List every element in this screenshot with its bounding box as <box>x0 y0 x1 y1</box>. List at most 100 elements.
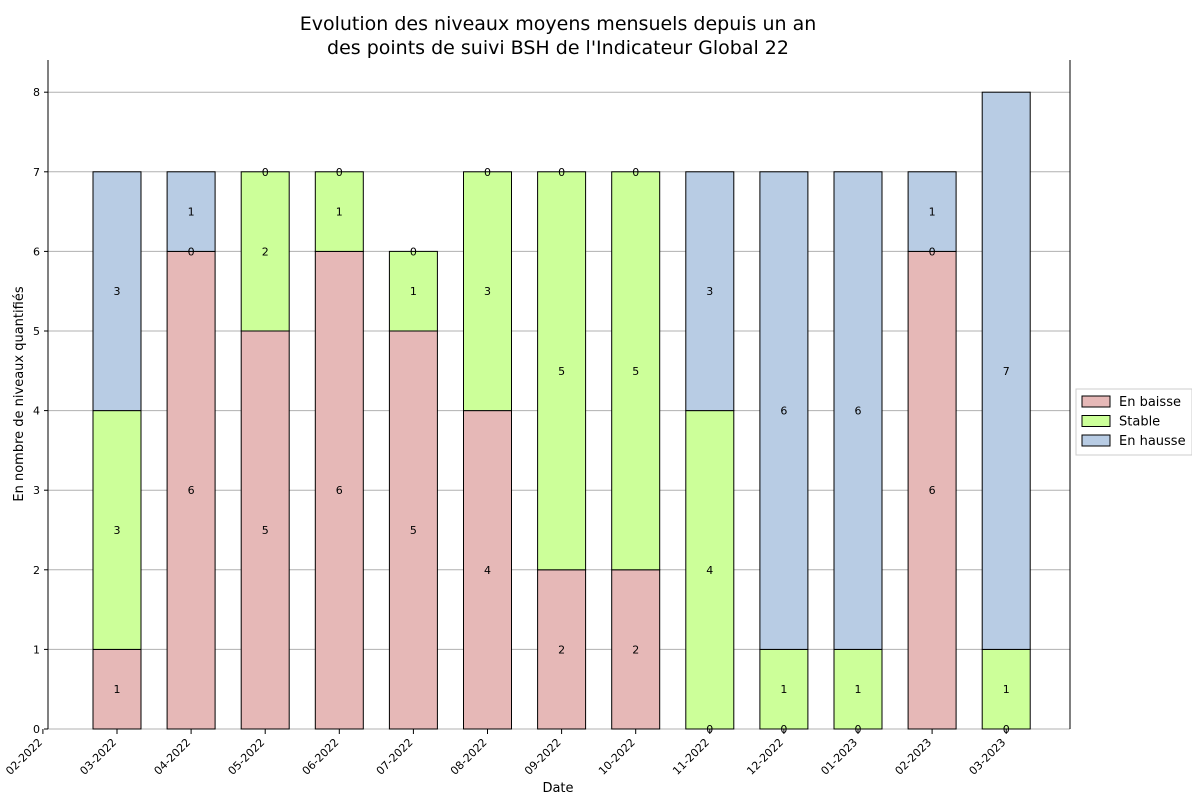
legend-label: En baisse <box>1119 395 1181 410</box>
x-tick-label: 08-2022 <box>448 736 490 778</box>
bar-value-label: 0 <box>262 166 269 179</box>
bar-segment <box>92 171 142 412</box>
bar-segment <box>833 171 883 650</box>
chart-title-line-2: des points de suivi BSH de l'Indicateur … <box>327 37 789 59</box>
bar-value-label: 1 <box>1003 683 1010 696</box>
y-tick-label: 3 <box>33 484 40 497</box>
bar-segment <box>92 648 142 730</box>
bar-value-label: 2 <box>632 643 639 656</box>
bar-value-label: 3 <box>484 285 491 298</box>
bar-segment <box>314 250 364 730</box>
bar-segment <box>240 171 290 332</box>
legend-label: Stable <box>1119 415 1160 430</box>
bar-segment <box>611 171 661 571</box>
bars-group <box>92 91 1031 730</box>
bar-value-label: 1 <box>780 683 787 696</box>
y-tick-label: 6 <box>33 245 40 258</box>
bar-value-label: 0 <box>558 166 565 179</box>
y-tick-label: 5 <box>33 325 40 338</box>
bar-value-label: 0 <box>336 166 343 179</box>
bar-value-label: 5 <box>410 524 417 537</box>
bar-segment <box>388 250 438 332</box>
x-tick-label: 02-2023 <box>893 736 935 778</box>
bar-value-label: 0 <box>484 166 491 179</box>
bar-segment <box>759 171 809 650</box>
bar-value-label: 3 <box>114 285 121 298</box>
y-axis-ticks: 0 1 2 3 4 5 6 7 8 <box>33 86 48 736</box>
bar-segment <box>759 648 809 730</box>
x-tick-label: 03-2023 <box>967 736 1009 778</box>
x-tick-label: 04-2022 <box>152 736 194 778</box>
legend-items: En baisse Stable En hausse <box>1081 395 1186 449</box>
bar-segment <box>92 410 142 650</box>
bar-segment <box>463 171 512 412</box>
bar-value-label: 0 <box>929 245 936 258</box>
x-tick-label: 12-2022 <box>744 736 786 778</box>
bar-value-label: 5 <box>632 365 639 378</box>
bar-value-label: 1 <box>114 683 121 696</box>
x-tick-label: 09-2022 <box>522 736 564 778</box>
x-tick-label: 10-2022 <box>596 736 638 778</box>
x-tick-label: 01-2023 <box>818 736 860 778</box>
y-tick-label: 7 <box>33 166 40 179</box>
bar-value-label: 6 <box>336 484 343 497</box>
x-tick-label: 06-2022 <box>300 736 342 778</box>
x-axis-label: Date <box>542 781 573 796</box>
bar-value-label: 0 <box>410 245 417 258</box>
bar-segment <box>240 330 290 730</box>
chart-title-line-1: Evolution des niveaux moyens mensuels de… <box>300 13 817 35</box>
bar-value-label: 0 <box>188 245 195 258</box>
bar-value-label: 3 <box>114 524 121 537</box>
bar-value-label: 4 <box>484 564 491 577</box>
legend-swatch <box>1081 434 1111 447</box>
bar-value-label: 1 <box>336 206 343 219</box>
legend: En baisse Stable En hausse <box>1075 388 1192 456</box>
bar-value-label: 7 <box>1003 365 1010 378</box>
x-tick-label: 07-2022 <box>374 736 416 778</box>
bar-value-label: 2 <box>558 643 565 656</box>
bar-segment <box>388 330 438 730</box>
x-tick-label: 05-2022 <box>226 736 268 778</box>
x-tick-label: 11-2022 <box>670 736 712 778</box>
bar-segment <box>166 171 216 252</box>
x-tick-label: 03-2022 <box>77 736 119 778</box>
x-axis-ticks: 02-2022 03-2022 04-2022 05-2022 06-2022 07-20… <box>3 729 1008 778</box>
bar-value-label: 1 <box>410 285 417 298</box>
bar-value-label: 4 <box>706 564 713 577</box>
bar-value-label: 6 <box>855 405 862 418</box>
bar-segment <box>907 171 957 252</box>
bar-segment <box>463 410 512 730</box>
x-tick-label: 02-2022 <box>3 736 45 778</box>
bar-segment <box>685 171 735 412</box>
bar-segment <box>314 171 364 252</box>
bar-value-label: 6 <box>780 405 787 418</box>
bar-segment <box>537 569 587 730</box>
bar-segment <box>981 91 1031 650</box>
bar-value-label: 3 <box>706 285 713 298</box>
y-tick-label: 8 <box>33 86 40 99</box>
bar-value-label: 5 <box>558 365 565 378</box>
y-tick-label: 2 <box>33 564 40 577</box>
legend-swatch <box>1081 415 1111 427</box>
y-axis-label: En nombre de niveaux quantifiés <box>12 286 27 501</box>
bar-labels-group: 133601520610510430250250043016016601017 <box>114 166 1010 736</box>
y-tick-label: 0 <box>33 723 40 736</box>
bar-value-label: 6 <box>188 484 195 497</box>
bar-value-label: 1 <box>188 206 195 219</box>
y-tick-label: 1 <box>33 643 40 656</box>
legend-swatch <box>1081 395 1111 408</box>
bar-segment <box>981 648 1031 730</box>
legend-label: En hausse <box>1119 434 1186 449</box>
bar-value-label: 1 <box>929 206 936 219</box>
bar-value-label: 1 <box>855 683 862 696</box>
y-tick-label: 4 <box>33 405 40 418</box>
bar-segment <box>833 648 883 730</box>
bar-value-label: 0 <box>632 166 639 179</box>
bar-segment <box>537 171 587 571</box>
bar-segment <box>611 569 661 730</box>
bar-segment <box>685 410 735 730</box>
bar-value-label: 2 <box>262 245 269 258</box>
bar-value-label: 6 <box>929 484 936 497</box>
bar-segment <box>907 250 957 730</box>
